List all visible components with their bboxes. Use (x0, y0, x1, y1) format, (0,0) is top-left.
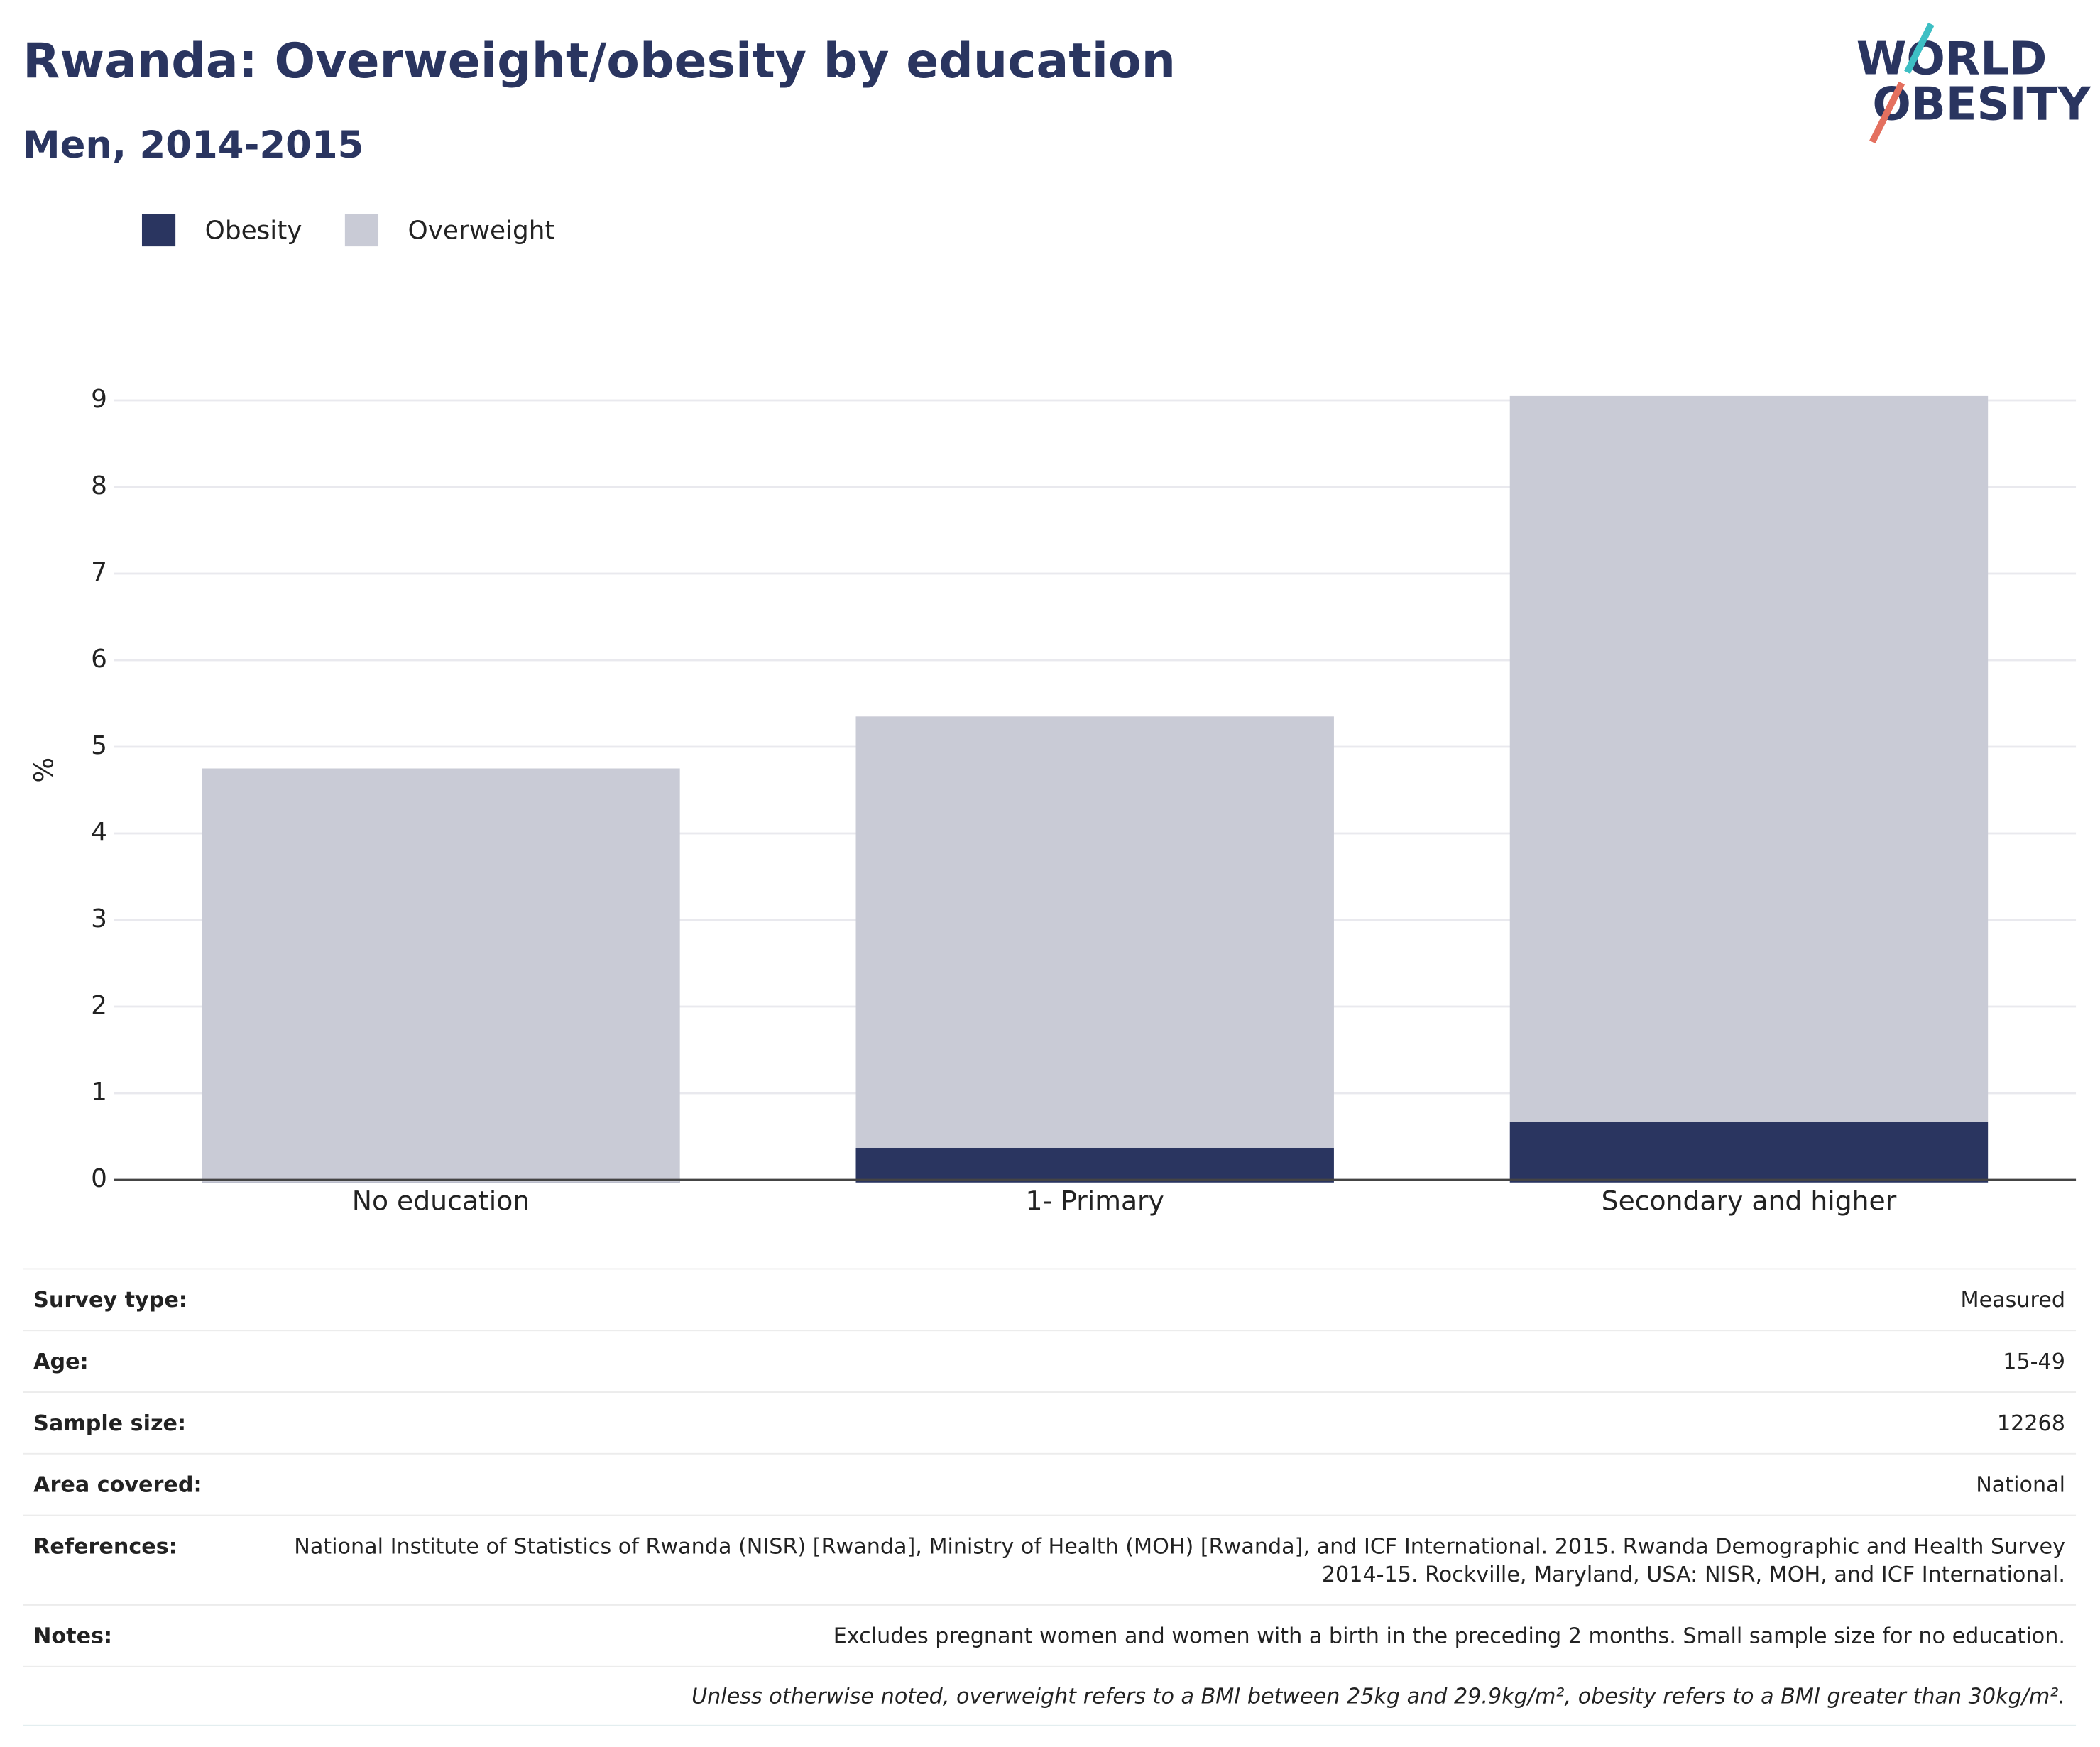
chart-subtitle: Men, 2014-2015 (23, 124, 363, 167)
y-tick-label: 8 (91, 471, 107, 500)
row-label: Age: (33, 1348, 89, 1374)
details-row: References: National Institute of Statist… (23, 1516, 2077, 1606)
logo-text: WORLD (1856, 32, 2047, 85)
row-label: Notes: (33, 1623, 113, 1649)
details-table: Survey type: Measured Age: 15-49 Sample size… (23, 1268, 2077, 1726)
row-value: National Institute of Statistics of Rwan… (294, 1533, 2065, 1587)
y-tick-label: 5 (91, 731, 107, 760)
legend-label: Obesity (205, 216, 302, 245)
details-row: Notes: Excludes pregnant women and women … (23, 1606, 2077, 1667)
x-tick-label: Secondary and higher (1602, 1185, 1897, 1217)
legend-swatch (141, 214, 176, 247)
y-tick-label: 6 (91, 645, 107, 674)
y-tick-label: 9 (91, 385, 107, 414)
logo-text: OBESITY (1872, 77, 2091, 131)
bar-segment (1509, 395, 1989, 1122)
details-row: Age: 15-49 (23, 1331, 2077, 1393)
row-value: Measured (1960, 1286, 2065, 1313)
x-tick-label: No education (352, 1185, 530, 1217)
logo-slash (1904, 22, 1935, 74)
row-value: Excludes pregnant women and women with a… (833, 1623, 2065, 1649)
bar-segment (202, 768, 680, 1183)
bar-segment (855, 716, 1334, 1148)
y-tick-label: 7 (91, 558, 107, 587)
details-row: Sample size: 12268 (23, 1393, 2077, 1455)
chart-title: Rwanda: Overweight/obesity by education (23, 33, 1176, 89)
x-tick-label: 1- Primary (1026, 1185, 1164, 1217)
y-tick-label: 4 (91, 818, 107, 847)
y-tick-label: 0 (91, 1164, 107, 1193)
chart: Rwanda: Overweight/obesity by education … (23, 22, 2091, 1217)
y-tick-label: 3 (91, 904, 107, 933)
y-tick-label: 1 (91, 1078, 107, 1107)
row-value: 15-49 (2003, 1348, 2065, 1374)
legend-swatch (344, 214, 379, 247)
logo-slash (1869, 81, 1905, 144)
details-row: Area covered: National (23, 1455, 2077, 1516)
bar-segment (1509, 1122, 1989, 1183)
bar-segment (855, 1147, 1334, 1183)
row-value: National (1976, 1472, 2065, 1498)
row-label: Survey type: (33, 1286, 187, 1313)
y-tick-label: 2 (91, 991, 107, 1020)
row-label: Sample size: (33, 1410, 187, 1436)
row-value: 12268 (1996, 1410, 2065, 1436)
footnote: Unless otherwise noted, overweight refer… (23, 1667, 2077, 1726)
row-label: Area covered: (33, 1472, 202, 1498)
logo: WORLD OBESITY (1856, 22, 2091, 144)
row-label: References: (33, 1533, 177, 1559)
y-axis-label: % (28, 757, 60, 783)
details-row: Survey type: Measured (23, 1269, 2077, 1332)
legend-label: Overweight (408, 216, 555, 245)
